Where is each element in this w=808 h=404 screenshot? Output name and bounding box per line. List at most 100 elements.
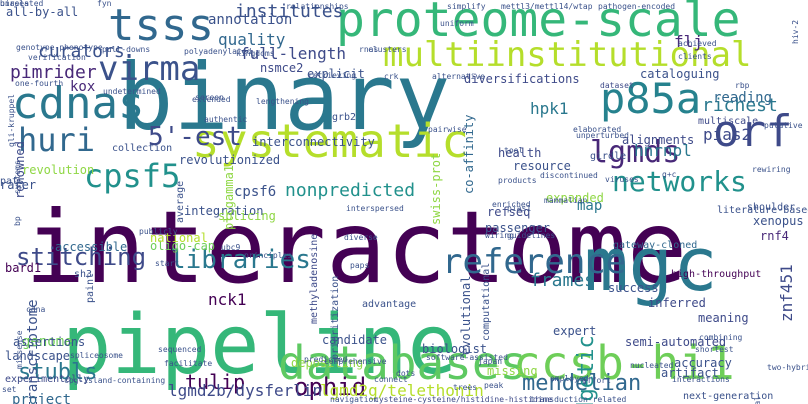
word-pias1: pias1 xyxy=(507,204,532,213)
word-prioritization: prioritization xyxy=(330,275,341,360)
word-clients: clients xyxy=(678,52,712,61)
word-revolution: revolution xyxy=(22,163,95,177)
word-software-assisted: software-assisted xyxy=(426,353,508,362)
word-reading: reading xyxy=(713,90,773,106)
word-biologist: biologist xyxy=(422,342,488,356)
word-diversifications: diversifications xyxy=(464,72,580,86)
word-accessible: accessible xyxy=(55,240,128,254)
word-plcgamma1: plcgamma1 xyxy=(222,164,236,230)
word-all-by-all: all-by-all xyxy=(6,5,79,19)
word-clusters: clusters xyxy=(368,45,407,54)
word-kingdoms: kingdoms xyxy=(236,49,275,58)
word-putative: putative xyxy=(764,121,803,130)
word-bp: bp xyxy=(13,216,22,226)
word-huri: huri xyxy=(18,121,96,159)
word-inferred: inferred xyxy=(648,296,706,310)
word-nonpredicted: nonpredicted xyxy=(285,180,416,201)
word-ccsb-hi1: ccsb-hi1 xyxy=(513,336,735,390)
word-mammalian: mammalian xyxy=(544,196,588,205)
word-next-generation: next-generation xyxy=(683,391,774,402)
word-nsmce2: nsmce2 xyxy=(260,61,304,75)
word-fyn: fyn xyxy=(97,0,112,8)
word-biases: biases xyxy=(0,0,29,8)
word-nucleated: nucleated xyxy=(630,361,674,370)
word-meaning: meaning xyxy=(698,311,749,325)
word-pairwise: pairwise xyxy=(428,125,467,134)
word-missing: missing xyxy=(487,364,538,378)
word-gli-kruppel: gli-kruppel xyxy=(7,94,16,147)
word-achieved: achieved xyxy=(678,39,717,48)
word-hnrnpl: hnrnpl xyxy=(634,141,692,160)
word-publicly: publicly xyxy=(139,227,178,236)
word-pats: pats xyxy=(0,176,25,187)
word-pimrider: pimrider xyxy=(10,62,97,83)
word-paint: paint xyxy=(85,272,96,303)
word-rnf4: rnf4 xyxy=(760,229,789,243)
word-japan: japan xyxy=(478,357,503,366)
word-orf: orf xyxy=(713,106,793,157)
word-relationships: relationships xyxy=(286,2,349,11)
word-dots: dots xyxy=(396,369,416,378)
word-hpk1: hpk1 xyxy=(530,99,569,118)
word-map: map xyxy=(577,198,603,214)
word-splicing: splicing xyxy=(218,209,276,223)
word-products: products xyxy=(498,176,537,185)
word-rarer: rarer xyxy=(0,178,37,192)
word-flj: flj xyxy=(674,32,703,51)
word-swiss-prot: swiss-prot xyxy=(429,152,443,225)
word-unperturbed: unperturbed xyxy=(576,131,629,140)
word-g-c: g+c xyxy=(662,170,677,179)
word-cataloguing: cataloguing xyxy=(640,67,720,81)
word-cpsf5: cpsf5 xyxy=(84,157,181,195)
word-proteome-scale: proteome-scale xyxy=(336,0,741,48)
word-crk: crk xyxy=(384,72,399,81)
word-verification: verification xyxy=(28,53,86,62)
word-lengthening: lengthening xyxy=(256,97,309,106)
word-cysteine-cysteine-histidine-histidine: cysteine-cysteine/histidine-histidine xyxy=(374,395,553,404)
word-predicted: predicted xyxy=(304,355,348,364)
word-interspersed: interspersed xyxy=(346,204,404,213)
word-set: set xyxy=(2,385,17,394)
word-connect: connect xyxy=(374,375,408,384)
word-cpsf6: cpsf6 xyxy=(234,184,277,200)
word-richest: richest xyxy=(702,95,778,116)
word-5-est: 5'-est xyxy=(148,122,242,152)
word-project: project xyxy=(12,392,72,404)
word-collection: collection xyxy=(112,143,173,154)
word-stubls: stubls xyxy=(18,360,98,385)
word-undetermined: undetermined xyxy=(103,87,161,96)
word-employed: employed xyxy=(550,374,589,383)
word-refseq: refseq xyxy=(487,205,531,219)
word-interactome: interactome xyxy=(25,189,688,306)
word-accuracy: accuracy xyxy=(674,356,732,370)
word-sh3: sh3 xyxy=(74,269,93,280)
word-p85a: p85a xyxy=(600,74,702,123)
word-genotype-phenotype: genotype-phenotype xyxy=(16,43,103,52)
word-peak: peak xyxy=(484,381,504,390)
word-wiring: wiring xyxy=(485,231,514,240)
word-literature-based: literature-based xyxy=(717,205,808,216)
word-facilitate: facilitate xyxy=(164,359,213,368)
word-znf451: znf451 xyxy=(777,264,796,322)
word-xenopus: xenopus xyxy=(753,214,804,228)
word-tsss: tsss xyxy=(108,0,214,51)
word-alternative: alternative xyxy=(432,72,485,81)
word-missense: missense xyxy=(15,330,24,369)
word-genome: genome xyxy=(22,334,73,350)
word-tool: tool xyxy=(504,146,524,155)
word-diverse: diverse xyxy=(344,233,378,242)
word-expert: expert xyxy=(553,324,597,338)
word-retrieving: retrieving xyxy=(308,71,357,80)
word-paps: paps xyxy=(350,261,370,270)
word-cdnas: cdnas xyxy=(12,78,145,129)
word-systems: systems xyxy=(13,160,22,194)
word-alignments: alignments xyxy=(622,133,695,147)
word-pull-downs: pull-downs xyxy=(102,45,151,54)
word-screen: screen xyxy=(195,93,224,102)
word-nck1: nck1 xyxy=(208,290,247,309)
word-ophid: ophid xyxy=(294,373,367,401)
word-experimentally: experimentally xyxy=(5,374,90,385)
word-edgetic: edgetic xyxy=(574,335,599,404)
word-computational: computational xyxy=(481,262,492,341)
word-hiv-2: hiv-2 xyxy=(791,19,800,44)
